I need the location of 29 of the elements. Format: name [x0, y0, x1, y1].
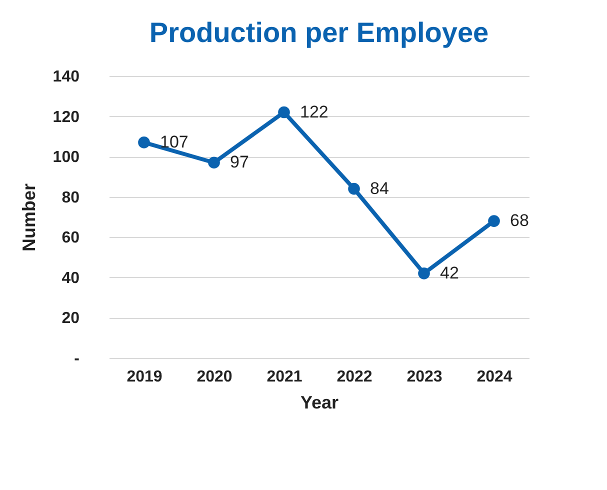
data-label: 97 [230, 152, 249, 172]
x-tick-label: 2024 [476, 368, 512, 386]
point [348, 182, 360, 195]
y-tick-label: - [74, 350, 80, 368]
y-tick-label: 120 [52, 108, 80, 126]
data-label: 107 [160, 132, 188, 152]
data-label: 84 [370, 178, 389, 198]
point [418, 267, 430, 280]
point [278, 106, 290, 118]
y-axis-title: Number [18, 183, 39, 252]
x-tick-label: 2020 [196, 368, 232, 386]
y-tick-label: 140 [52, 68, 80, 86]
y-tick-label: 60 [62, 230, 80, 247]
data-label: 122 [300, 102, 328, 122]
y-tick-label: 80 [62, 189, 80, 206]
x-tick-label: 2022 [336, 368, 372, 386]
x-tick-label: 2021 [266, 368, 302, 386]
y-tick-label: 20 [62, 310, 80, 328]
point [488, 215, 500, 227]
data-label: 42 [440, 263, 459, 282]
chart-title: Production per Employee [149, 17, 489, 48]
point [208, 156, 220, 169]
data-label: 68 [510, 211, 529, 230]
y-tick-label: 40 [62, 270, 80, 287]
x-tick-label: 2023 [406, 368, 442, 386]
x-tick-label: 2019 [126, 368, 162, 386]
point [138, 136, 150, 148]
x-axis-title: Year [300, 392, 339, 412]
y-tick-label: 100 [52, 149, 80, 166]
